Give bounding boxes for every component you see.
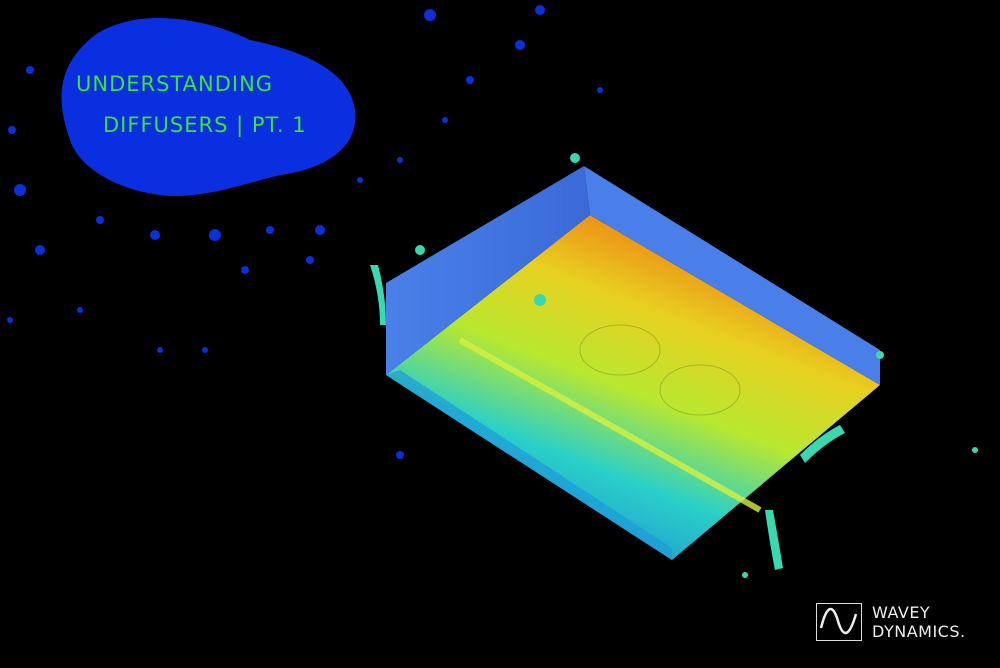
diffuser-box xyxy=(386,166,880,560)
title-line-1: UNDERSTANDING xyxy=(76,72,274,96)
wavey-dynamics-logo: WAVEY DYNAMICS. xyxy=(816,603,966,641)
blue-splash xyxy=(7,5,603,459)
logo-line-2: DYNAMICS. xyxy=(872,622,966,641)
sine-wave-icon xyxy=(816,603,862,641)
title-line-2: DIFFUSERS | PT. 1 xyxy=(103,113,307,137)
vortex-streams xyxy=(370,153,978,578)
logo-line-1: WAVEY xyxy=(872,603,931,622)
